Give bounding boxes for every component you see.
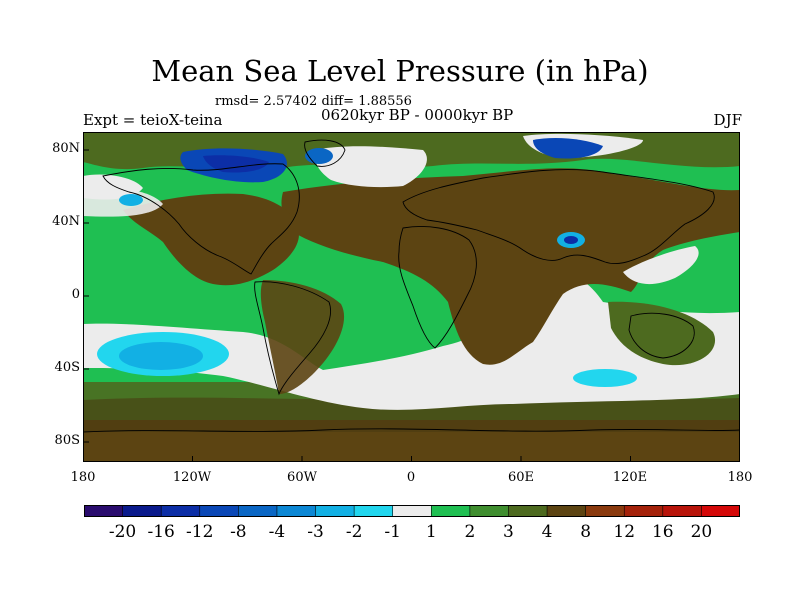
- coastline-greenland: [304, 139, 346, 167]
- stats-text: rmsd= 2.57402 diff= 1.88556: [215, 94, 412, 109]
- coastline-africa: [398, 226, 477, 349]
- lon-label-120e: 120E: [612, 470, 648, 485]
- lon-label-0: 0: [406, 470, 416, 485]
- period-label: 0620kyr BP - 0000kyr BP: [321, 106, 514, 124]
- field-east-asia-white: [623, 246, 699, 285]
- axis-ticks: [83, 149, 631, 462]
- field-south-pacific-core: [119, 342, 203, 370]
- field-greenland-low: [305, 148, 333, 164]
- lat-label-40n: 40N: [52, 214, 80, 229]
- colorbar-swatch: [662, 505, 703, 517]
- colorbar-swatch: [353, 505, 394, 517]
- field-band-60s-dark: [83, 396, 740, 432]
- colorbar-label: -4: [268, 522, 286, 542]
- colorbar-swatch: [199, 505, 240, 517]
- chart-title: Mean Sea Level Pressure (in hPa): [151, 54, 649, 88]
- colorbar-swatch: [238, 505, 278, 517]
- lon-label-120w: 120W: [172, 470, 212, 485]
- colorbar-swatch: [276, 505, 317, 517]
- coastline-south-america: [254, 281, 331, 396]
- colorbar-label: 1: [425, 522, 437, 542]
- colorbar-label: -1: [384, 522, 401, 542]
- lat-label-0: 0: [71, 287, 80, 302]
- colorbar-label: 4: [541, 522, 553, 542]
- field-north-atlantic-white: [314, 146, 427, 188]
- colorbar-swatch: [315, 505, 355, 517]
- colorbar-swatch: [469, 505, 510, 517]
- field-tibet-low-core: [564, 236, 578, 244]
- colorbar-label: 12: [613, 522, 636, 542]
- colorbar-label: -3: [307, 522, 324, 542]
- season-label: DJF: [713, 111, 742, 129]
- lon-label-60e: 60E: [507, 470, 535, 485]
- coastline-eurasia: [402, 169, 715, 265]
- field-canada-low-core: [203, 155, 269, 173]
- colorbar-label: -8: [230, 522, 247, 542]
- colorbar-frame: [84, 505, 740, 517]
- colorbar-swatch: [623, 505, 664, 517]
- colorbar-label: 3: [503, 522, 514, 542]
- lon-label-180w: 180: [70, 470, 96, 485]
- lat-label-80s: 80S: [54, 433, 80, 448]
- colorbar-swatch: [122, 505, 162, 517]
- colorbar-label: -20: [108, 522, 137, 542]
- colorbar-label: -2: [345, 522, 363, 542]
- coastline-north-america: [102, 163, 300, 275]
- colorbar-label: 2: [464, 522, 476, 542]
- lat-label-80n: 80N: [52, 141, 80, 156]
- colorbar-label: 20: [690, 522, 713, 542]
- map-plot: [83, 132, 740, 462]
- colorbar-label: 16: [651, 522, 674, 542]
- coastlines: [83, 139, 740, 433]
- colorbar-label: -12: [186, 522, 214, 542]
- colorbar-label: 8: [580, 522, 592, 542]
- colorbar-swatch: [392, 505, 433, 517]
- experiment-label: Expt = teioX-teina: [83, 111, 223, 129]
- lon-label-180e: 180: [727, 470, 753, 485]
- colorbar-swatch: [160, 505, 201, 517]
- coastline-australia: [628, 312, 695, 359]
- field-aleutian-low: [119, 194, 143, 206]
- lat-label-40s: 40S: [54, 360, 80, 375]
- colorbar: [84, 505, 740, 517]
- colorbar-swatch: [508, 505, 548, 517]
- coastline-antarctica: [83, 428, 740, 433]
- field-australia: [608, 301, 716, 366]
- colorbar-swatch: [585, 505, 626, 517]
- field-eurasia-africa: [281, 168, 740, 365]
- field-south-america: [260, 280, 345, 394]
- colorbar-label: -16: [147, 522, 175, 542]
- colorbar-swatch: [84, 505, 124, 517]
- colorbar-swatch: [546, 505, 587, 517]
- field-siberia-low: [533, 138, 603, 159]
- field-indian-ocean-low: [573, 369, 637, 387]
- colorbar-swatch: [430, 505, 471, 517]
- field-north-america: [123, 193, 299, 286]
- colorbar-swatch: [701, 505, 740, 517]
- lon-label-60w: 60W: [287, 470, 317, 485]
